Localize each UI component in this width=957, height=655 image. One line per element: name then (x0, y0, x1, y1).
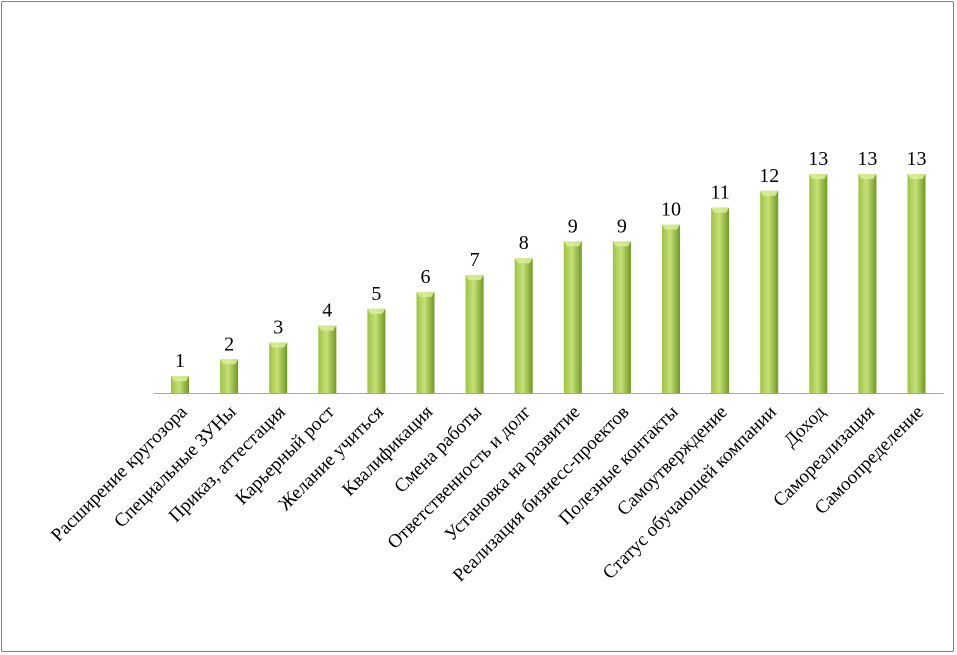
bar-cap (514, 258, 533, 264)
bar-body (662, 224, 680, 393)
bar (465, 275, 484, 393)
bar-cap (269, 342, 288, 348)
bar (563, 241, 582, 393)
bar (318, 325, 337, 393)
bar (220, 359, 239, 393)
bar-body (563, 241, 582, 393)
bar-body (711, 207, 730, 393)
bar-body (809, 174, 828, 393)
data-label: 8 (519, 232, 529, 254)
bar-body (220, 359, 239, 393)
bar (171, 376, 189, 393)
bar (858, 174, 877, 393)
bar (416, 291, 435, 393)
bar (269, 342, 288, 393)
bar (662, 224, 680, 393)
bar-body (858, 174, 877, 393)
bar-body (760, 190, 779, 393)
bar-cap (612, 241, 631, 247)
bar-cap (171, 376, 189, 382)
data-label: 1 (175, 350, 185, 372)
bar-cap (662, 224, 680, 230)
bar-cap (907, 174, 926, 179)
bar-cap (809, 174, 828, 179)
data-label: 3 (273, 316, 283, 338)
bar-cap (318, 325, 337, 331)
bar (711, 207, 730, 393)
bar-body (269, 342, 288, 393)
bar-cap (711, 207, 730, 213)
bar-cap (760, 190, 779, 196)
bar (809, 174, 828, 393)
bar-cap (563, 241, 582, 247)
bar (514, 258, 533, 393)
data-label: 7 (470, 249, 480, 271)
bar-cap (367, 308, 386, 314)
bar (612, 241, 631, 393)
bar (907, 174, 926, 393)
bar (760, 190, 779, 393)
bar-body (367, 308, 386, 393)
bars-layer (171, 174, 926, 393)
bar-cap (465, 275, 484, 281)
data-label: 6 (421, 266, 431, 288)
bar (367, 308, 386, 393)
bar-cap (858, 174, 877, 179)
data-label: 2 (224, 333, 234, 355)
bar-body (465, 275, 484, 393)
data-label: 5 (371, 283, 381, 305)
bar-body (416, 291, 435, 393)
data-label: 13 (808, 148, 828, 170)
bar-body (318, 325, 337, 393)
data-label: 9 (617, 215, 627, 237)
bar-body (612, 241, 631, 393)
bar-cap (220, 359, 239, 365)
data-label: 13 (857, 148, 877, 170)
data-label: 13 (907, 148, 927, 170)
data-label: 4 (322, 300, 332, 322)
data-label: 10 (661, 199, 681, 221)
bar-body (907, 174, 926, 393)
data-label: 9 (568, 215, 578, 237)
bar-body (514, 258, 533, 393)
bar-cap (416, 291, 435, 297)
data-label: 12 (759, 165, 779, 187)
data-label: 11 (710, 182, 729, 204)
